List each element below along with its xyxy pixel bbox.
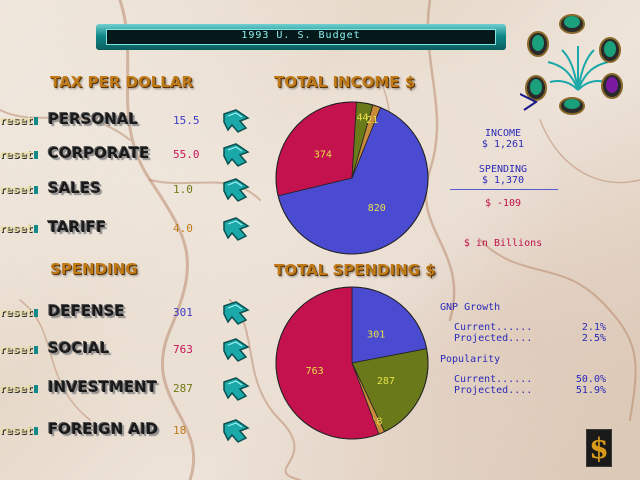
- popularity-projected-label: Projected....: [454, 385, 533, 396]
- gem-button-lower-left[interactable]: [525, 75, 547, 101]
- row-label-tariff: TARIFF: [48, 218, 107, 236]
- gnp-current-label: Current......: [454, 322, 533, 333]
- window-title: 1993 U. S. Budget: [241, 30, 361, 41]
- fountain-icon: [547, 46, 609, 91]
- gnp-heading: GNP Growth: [440, 302, 501, 313]
- gnp-projected-label: Projected....: [454, 333, 533, 344]
- reset-label: reset: [0, 222, 33, 235]
- pie-label-44: 44: [356, 113, 368, 124]
- popularity-heading: Popularity: [440, 354, 501, 365]
- gnp-projected-value: 2.5%: [581, 333, 606, 344]
- pie-label-21: 21: [366, 115, 378, 126]
- income-value: $ 1,261: [481, 139, 525, 150]
- adjust-button-corporate[interactable]: [222, 142, 250, 168]
- row-label-sales: SALES: [48, 179, 102, 197]
- reset-label: reset: [0, 183, 33, 196]
- pie-label-763: 763: [306, 366, 324, 377]
- row-value-personal: 15.5: [173, 114, 200, 127]
- reset-button-sales[interactable]: reset: [0, 183, 39, 196]
- adjust-button-foreign-aid[interactable]: [222, 418, 250, 444]
- adjust-button-tariff[interactable]: [222, 216, 250, 242]
- reset-label: reset: [0, 343, 33, 356]
- reset-label: reset: [0, 114, 33, 127]
- pie-label-287: 287: [377, 376, 395, 387]
- row-label-investment: INVESTMENT: [48, 378, 157, 396]
- row-label-personal: PERSONAL: [48, 110, 139, 128]
- income-chart-heading: TOTAL INCOME $: [274, 73, 416, 91]
- adjust-button-investment[interactable]: [222, 376, 250, 402]
- reset-button-investment[interactable]: reset: [0, 382, 39, 395]
- pointer-icon: [520, 93, 538, 111]
- pie-label-374: 374: [314, 150, 332, 161]
- reset-label: reset: [0, 424, 33, 437]
- reset-button-social[interactable]: reset: [0, 343, 39, 356]
- arrow-button-icon[interactable]: [222, 376, 250, 402]
- row-value-defense: 301: [173, 306, 193, 319]
- spending-value: $ 1,370: [481, 175, 525, 186]
- gem-button-top[interactable]: [559, 14, 585, 34]
- title-bar: 1993 U. S. Budget: [96, 24, 506, 50]
- units-note: $ in Billions: [463, 238, 543, 249]
- adjust-button-sales[interactable]: [222, 177, 250, 203]
- row-value-social: 763: [173, 343, 193, 356]
- summary-divider: [450, 189, 558, 190]
- deficit-value: $ -109: [484, 198, 522, 209]
- gem-button-upper-left[interactable]: [527, 31, 549, 57]
- spending-chart-heading: TOTAL SPENDING $: [274, 261, 436, 279]
- adjust-button-personal[interactable]: [222, 108, 250, 134]
- spending-section-heading: SPENDING: [50, 260, 138, 278]
- arrow-button-icon[interactable]: [222, 108, 250, 134]
- reset-button-defense[interactable]: reset: [0, 306, 39, 319]
- arrow-button-icon[interactable]: [222, 216, 250, 242]
- row-value-corporate: 55.0: [173, 148, 200, 161]
- row-label-corporate: CORPORATE: [48, 144, 150, 162]
- reset-button-personal[interactable]: reset: [0, 114, 39, 127]
- row-label-defense: DEFENSE: [48, 302, 125, 320]
- arrow-button-icon[interactable]: [222, 177, 250, 203]
- gem-button-lower-right[interactable]: [601, 73, 623, 99]
- row-value-tariff: 4.0: [173, 222, 193, 235]
- adjust-button-defense[interactable]: [222, 300, 250, 326]
- row-label-social: SOCIAL: [48, 339, 110, 357]
- income-label: INCOME: [484, 128, 522, 139]
- popularity-current-label: Current......: [454, 374, 533, 385]
- popularity-current-value: 50.0%: [575, 374, 606, 385]
- arrow-button-icon[interactable]: [222, 300, 250, 326]
- dollar-icon: $: [589, 432, 609, 465]
- row-value-investment: 287: [173, 382, 193, 395]
- row-label-foreign-aid: FOREIGN AID: [48, 420, 159, 438]
- pie-label-301: 301: [367, 330, 385, 341]
- row-value-sales: 1.0: [173, 183, 193, 196]
- dollar-button[interactable]: $: [586, 429, 612, 467]
- pie-label-820: 820: [368, 203, 386, 214]
- gem-button-bottom[interactable]: [559, 97, 585, 115]
- reset-label: reset: [0, 148, 33, 161]
- gem-button-upper-right[interactable]: [599, 37, 621, 63]
- pie-label-18: 18: [370, 416, 382, 427]
- arrow-button-icon[interactable]: [222, 337, 250, 363]
- spending-pie-chart: 301 287 18 763: [275, 286, 429, 440]
- reset-button-tariff[interactable]: reset: [0, 222, 39, 235]
- reset-button-foreign-aid[interactable]: reset: [0, 424, 39, 437]
- reset-button-corporate[interactable]: reset: [0, 148, 39, 161]
- adjust-button-social[interactable]: [222, 337, 250, 363]
- tax-section-heading: TAX PER DOLLAR: [50, 73, 193, 91]
- reset-label: reset: [0, 306, 33, 319]
- navigation-ornament: [520, 14, 623, 115]
- spending-label: SPENDING: [478, 164, 528, 175]
- reset-label: reset: [0, 382, 33, 395]
- arrow-button-icon[interactable]: [222, 142, 250, 168]
- gnp-current-value: 2.1%: [581, 322, 606, 333]
- arrow-button-icon[interactable]: [222, 418, 250, 444]
- row-value-foreign-aid: 18: [173, 424, 187, 437]
- popularity-projected-value: 51.9%: [575, 385, 606, 396]
